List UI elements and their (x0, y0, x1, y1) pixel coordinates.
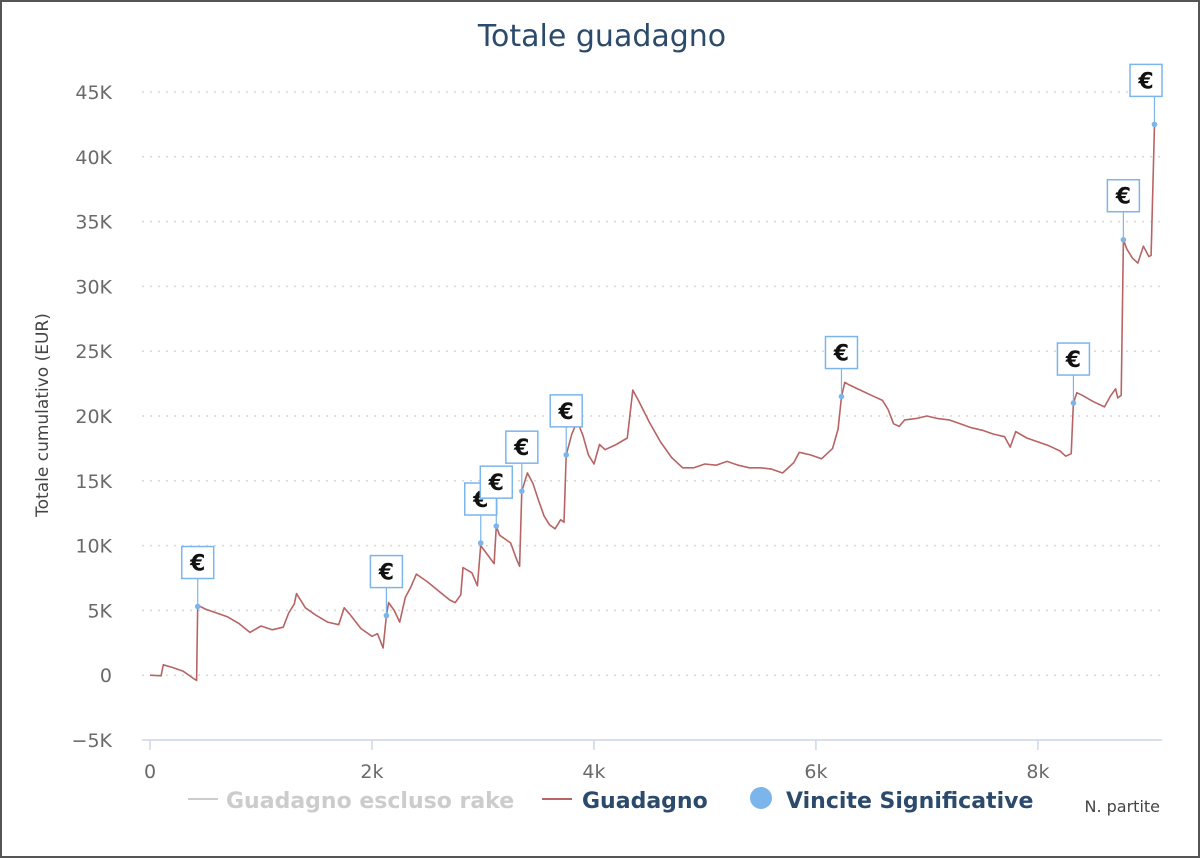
y-tick-label: 35K (75, 212, 112, 234)
x-tick-label: 4k (582, 761, 605, 783)
x-tick-label: 0 (144, 761, 156, 783)
euro-icon: € (488, 471, 504, 496)
legend-item-guadagno[interactable]: Guadagno (542, 789, 708, 814)
marker-point (477, 540, 484, 546)
legend-label-vincite-significative: Vincite Significative (786, 789, 1033, 814)
y-tick-label: 25K (75, 341, 112, 363)
legend-item-guadagno-escluso-rake[interactable]: Guadagno escluso rake (188, 789, 514, 814)
marker-point (519, 488, 525, 494)
euro-icon: € (1065, 348, 1081, 373)
marker-point (838, 393, 845, 400)
marker-point (493, 523, 500, 529)
y-tick-label: 45K (75, 82, 112, 104)
significant-win-marker[interactable]: € (180, 545, 215, 610)
marker-point (1151, 121, 1158, 128)
flag-box (479, 465, 514, 499)
euro-icon: € (513, 436, 529, 461)
legend-label-guadagno-escluso-rake: Guadagno escluso rake (226, 789, 514, 814)
marker-point (383, 612, 390, 619)
flag-box (369, 554, 404, 589)
significant-win-marker[interactable]: € (479, 465, 514, 529)
y-tick-label: 0 (100, 665, 112, 687)
legend-marker-vincite-significative (750, 787, 772, 809)
euro-icon: € (833, 342, 849, 367)
y-tick-label: 40K (75, 147, 112, 169)
legend-item-vincite-significative[interactable]: Vincite Significative (750, 787, 1033, 814)
y-tick-label: 20K (75, 406, 112, 428)
y-tick-label: −5K (72, 730, 113, 752)
markers-layer: € €€€€€€ €€€ (180, 63, 1163, 619)
y-axis-title: Totale cumulativo (EUR) (33, 313, 53, 518)
y-tick-label: 30K (75, 276, 112, 298)
euro-icon: € (378, 561, 394, 586)
euro-icon: € (1137, 69, 1153, 94)
euro-icon: € (1115, 185, 1131, 210)
marker-point (1120, 236, 1127, 243)
flag-box (1056, 342, 1091, 376)
euro-icon: € (189, 552, 205, 577)
series-line-guadagno (149, 124, 1156, 682)
flag-box (505, 430, 539, 464)
x-tick-label: 6k (804, 761, 827, 783)
x-tick-label: 2k (360, 761, 383, 783)
x-axis-ticks: 0 2k 4k 6k 8k (142, 739, 1162, 783)
y-tick-label: 5K (87, 600, 112, 622)
chart-title: Totale guadagno (477, 19, 726, 54)
grid-lines (142, 91, 1162, 676)
marker-point (563, 452, 570, 458)
series-layer (149, 124, 1156, 682)
x-axis-title: N. partite (1084, 797, 1160, 816)
legend: Guadagno escluso rake Guadagno Vincite S… (188, 787, 1033, 814)
flag-box (824, 335, 859, 370)
significant-win-marker[interactable]: € (1106, 178, 1141, 243)
flag-box (180, 545, 215, 580)
significant-win-marker[interactable]: € (549, 394, 583, 458)
flag-box (1129, 63, 1163, 98)
y-axis-ticks: −5K 0 5K 10K 15K 20K 25K 30K 35K 40K 45K (72, 82, 113, 752)
significant-win-marker[interactable]: € (824, 335, 859, 400)
significant-win-marker[interactable]: € (1129, 63, 1163, 128)
significant-win-marker[interactable]: € (1056, 342, 1091, 406)
significant-win-marker[interactable]: € (505, 430, 539, 494)
flag-box (549, 394, 583, 428)
euro-icon: € (558, 400, 574, 425)
x-tick-label: 8k (1026, 761, 1049, 783)
marker-point (1070, 400, 1077, 406)
marker-point (194, 603, 201, 610)
flag-box (1106, 178, 1141, 213)
y-tick-label: 15K (75, 471, 112, 493)
legend-label-guadagno: Guadagno (582, 789, 708, 814)
significant-win-marker[interactable]: € (369, 554, 404, 619)
y-tick-label: 10K (75, 536, 112, 558)
